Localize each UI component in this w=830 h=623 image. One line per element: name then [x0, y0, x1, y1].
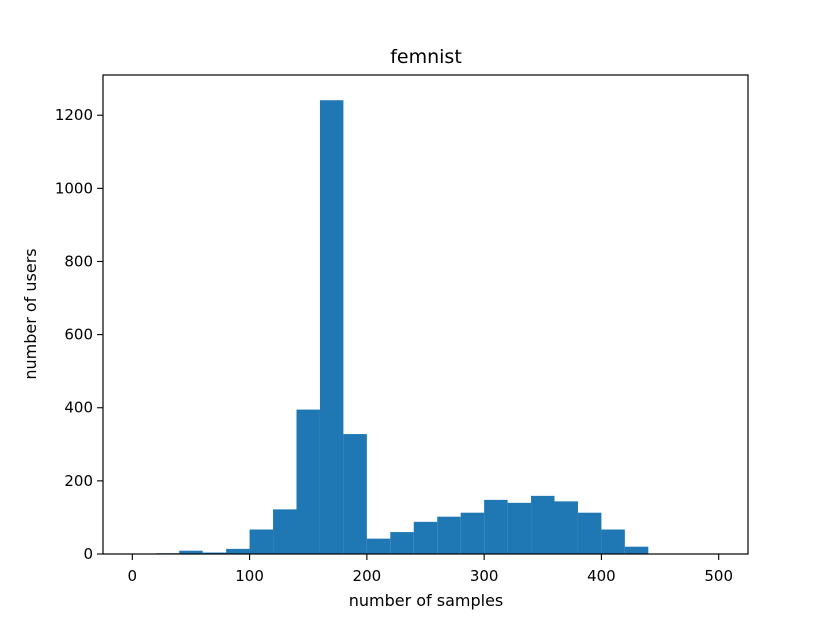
- x-tick-label: 200: [353, 567, 382, 585]
- x-axis-label: number of samples: [349, 591, 504, 610]
- histogram-bar-15: [507, 502, 532, 554]
- histogram-bar-13: [460, 512, 485, 554]
- histogram-bar-18: [577, 512, 602, 554]
- histogram-bar-19: [601, 529, 625, 554]
- y-tick-label: 1000: [55, 179, 93, 197]
- histogram-bar-10: [390, 532, 414, 554]
- plot-frame: [102, 74, 749, 555]
- x-tick-label: 300: [470, 567, 499, 585]
- y-axis-ticks: 0 200 400 600 800 1000 1200: [55, 106, 103, 563]
- x-tick-label: 400: [587, 567, 616, 585]
- histogram-bar-2: [202, 552, 227, 554]
- histogram-bar-6: [296, 409, 320, 554]
- y-tick-label: 0: [83, 545, 93, 563]
- y-tick-label: 1200: [55, 106, 93, 124]
- histogram-bar-9: [366, 538, 391, 554]
- histogram-bar-7: [319, 100, 344, 554]
- chart-title: femnist: [390, 46, 462, 68]
- histogram-bar-4: [249, 529, 274, 554]
- histogram-bar-8: [343, 434, 367, 554]
- y-tick-label: 400: [64, 399, 93, 417]
- x-tick-label: 500: [704, 567, 733, 585]
- y-tick-label: 600: [64, 326, 93, 344]
- histogram-bar-14: [484, 499, 508, 554]
- y-tick-label: 800: [64, 252, 93, 270]
- bars-group: [155, 100, 649, 554]
- histogram-bar-20: [624, 546, 649, 554]
- histogram-bar-5: [273, 509, 297, 554]
- histogram-bar-17: [554, 501, 578, 554]
- histogram-bar-16: [531, 495, 555, 554]
- histogram-bar-1: [179, 550, 203, 554]
- y-tick-label: 200: [64, 472, 93, 490]
- y-axis-label: number of users: [21, 248, 40, 379]
- x-tick-label: 100: [235, 567, 264, 585]
- histogram-bar-12: [437, 516, 461, 554]
- histogram-bar-11: [413, 521, 438, 554]
- x-axis-ticks: 0 100 200 300 400 500: [128, 554, 733, 585]
- histogram-bar-3: [226, 548, 250, 554]
- x-tick-label: 0: [128, 567, 138, 585]
